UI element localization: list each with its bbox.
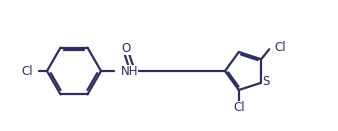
Text: Cl: Cl [233,101,245,114]
Text: S: S [262,75,269,88]
Text: Cl: Cl [21,64,33,78]
Text: NH: NH [121,64,138,78]
Text: Cl: Cl [275,41,286,54]
Text: O: O [122,42,131,54]
